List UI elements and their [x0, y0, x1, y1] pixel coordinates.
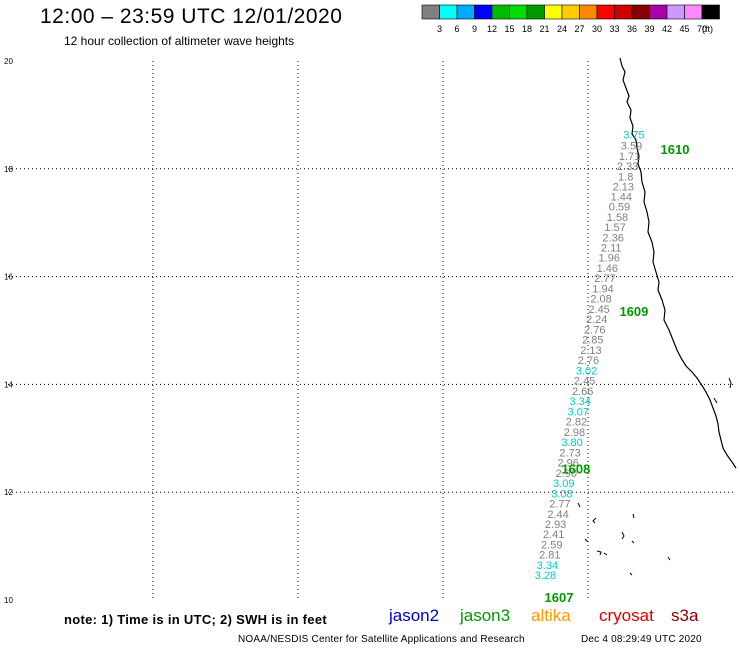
lon-tick-label: 63 — [149, 604, 158, 605]
swh-value: 1.57 — [604, 222, 625, 234]
swh-value: 2.33 — [617, 161, 638, 173]
satellite-label-altika: altika — [531, 606, 571, 625]
credit-line: NOAA/NESDIS Center for Satellite Applica… — [238, 634, 525, 645]
legend-swatch — [701, 4, 720, 20]
satellite-label-jason2: jason2 — [389, 606, 440, 625]
swh-value: 2.66 — [572, 386, 593, 398]
legend-label: 33 — [609, 24, 619, 34]
swh-value: 2.96 — [557, 458, 578, 470]
legend-label: 21 — [539, 24, 549, 34]
swh-value: 3.75 — [623, 129, 644, 141]
satellite-label-jason3: jason3 — [460, 606, 511, 625]
wave-height-map: 606366697275101214161820 3.753.591.712.3… — [4, 57, 738, 605]
swh-value: 1.46 — [597, 263, 618, 275]
swh-value: 2.08 — [590, 294, 611, 306]
map-subtitle: 12 hour collection of altimeter wave hei… — [64, 34, 295, 48]
swh-value: 3.09 — [553, 478, 574, 490]
legend-label: 9 — [472, 24, 477, 34]
swh-value: 3.02 — [576, 365, 597, 377]
swh-value: 2.59 — [541, 539, 562, 551]
legend-label: 15 — [504, 24, 514, 34]
swh-value: 2.45 — [574, 376, 595, 388]
swh-value: 3.28 — [535, 570, 556, 582]
swh-value: 2.76 — [578, 355, 599, 367]
swh-value: 2.85 — [582, 335, 603, 347]
satellite-label-s3a: s3a — [671, 606, 699, 625]
swh-value: 2.77 — [549, 499, 570, 511]
swh-value: 3.08 — [551, 488, 572, 500]
lat-tick-label: 20 — [4, 57, 13, 66]
lat-tick-label: 16 — [4, 273, 13, 282]
legend-label: 45 — [679, 24, 689, 34]
pass-number-label: 1607 — [545, 590, 574, 605]
swh-value: 3.07 — [568, 406, 589, 418]
swh-value: 2.24 — [586, 314, 607, 326]
swh-value: 2.77 — [594, 273, 615, 285]
swh-value: 1.94 — [592, 283, 613, 295]
legend-label: 3 — [437, 24, 442, 34]
swh-value: 0.59 — [609, 202, 630, 214]
legend-label: 36 — [627, 24, 637, 34]
swh-value: 2.81 — [539, 550, 560, 562]
legend-label: 27 — [574, 24, 584, 34]
swh-value: 2.36 — [602, 232, 623, 244]
pass-number-label: 1608 — [561, 461, 590, 476]
legend-label: 30 — [592, 24, 602, 34]
lon-tick-label: 69 — [439, 604, 448, 605]
swh-value: 2.13 — [613, 182, 634, 194]
lakshadweep-islands — [577, 502, 671, 576]
lat-tick-label: 10 — [4, 596, 13, 605]
pass-number-label: 1610 — [661, 142, 690, 157]
lat-tick-label: 12 — [4, 488, 13, 497]
lat-tick-label: 14 — [4, 380, 13, 389]
swh-value: 2.13 — [580, 345, 601, 357]
swh-value: 1.71 — [619, 151, 640, 163]
color-legend: 3 6 9 12 15 18 21 24 27 30 33 36 39 42 45 70(ft) — [421, 4, 720, 34]
swh-value: 2.41 — [543, 529, 564, 541]
swh-value: 2.93 — [545, 519, 566, 531]
legend-label: 42 — [662, 24, 672, 34]
swh-value: 1.58 — [607, 212, 628, 224]
swh-value: 2.73 — [559, 447, 580, 459]
legend-label: 70 — [697, 24, 707, 34]
swh-value: 2.76 — [584, 324, 605, 336]
legend-label: 39 — [644, 24, 654, 34]
swh-value: 3.59 — [621, 141, 642, 153]
legend-label: 12 — [487, 24, 497, 34]
swh-value: 1.96 — [599, 253, 620, 265]
lon-tick-label: 75 — [729, 604, 738, 605]
swh-value: 2.82 — [566, 417, 587, 429]
satellite-label-cryosat: cryosat — [599, 606, 654, 625]
legend-label: 24 — [557, 24, 567, 34]
coastline — [619, 57, 737, 469]
swh-value: 1.8 — [618, 171, 633, 183]
swh-value: 3.34 — [537, 560, 558, 572]
legend-label: 18 — [522, 24, 532, 34]
map-title: 12:00 – 23:59 UTC 12/01/2020 — [40, 5, 343, 28]
lon-tick-label: 60 — [4, 604, 13, 605]
swh-value: 2.45 — [588, 304, 609, 316]
footer-note: note: 1) Time is in UTC; 2) SWH is in fe… — [64, 612, 327, 627]
pass-number-label: 1609 — [619, 304, 648, 319]
lat-tick-label: 18 — [4, 165, 13, 174]
legend-unit: (ft) — [702, 24, 713, 34]
legend-label: 6 — [454, 24, 459, 34]
swh-value: 2.90 — [556, 468, 577, 480]
swh-value: 2.11 — [601, 242, 622, 254]
swh-value: 2.98 — [564, 427, 585, 439]
generated-timestamp: Dec 4 08:29:49 UTC 2020 — [581, 634, 702, 645]
swh-value: 3.34 — [570, 396, 591, 408]
lon-tick-label: 72 — [584, 604, 593, 605]
swh-value: 3.80 — [561, 437, 582, 449]
lon-tick-label: 66 — [294, 604, 303, 605]
swh-value: 2.44 — [547, 509, 568, 521]
swh-value: 1.44 — [611, 191, 632, 203]
